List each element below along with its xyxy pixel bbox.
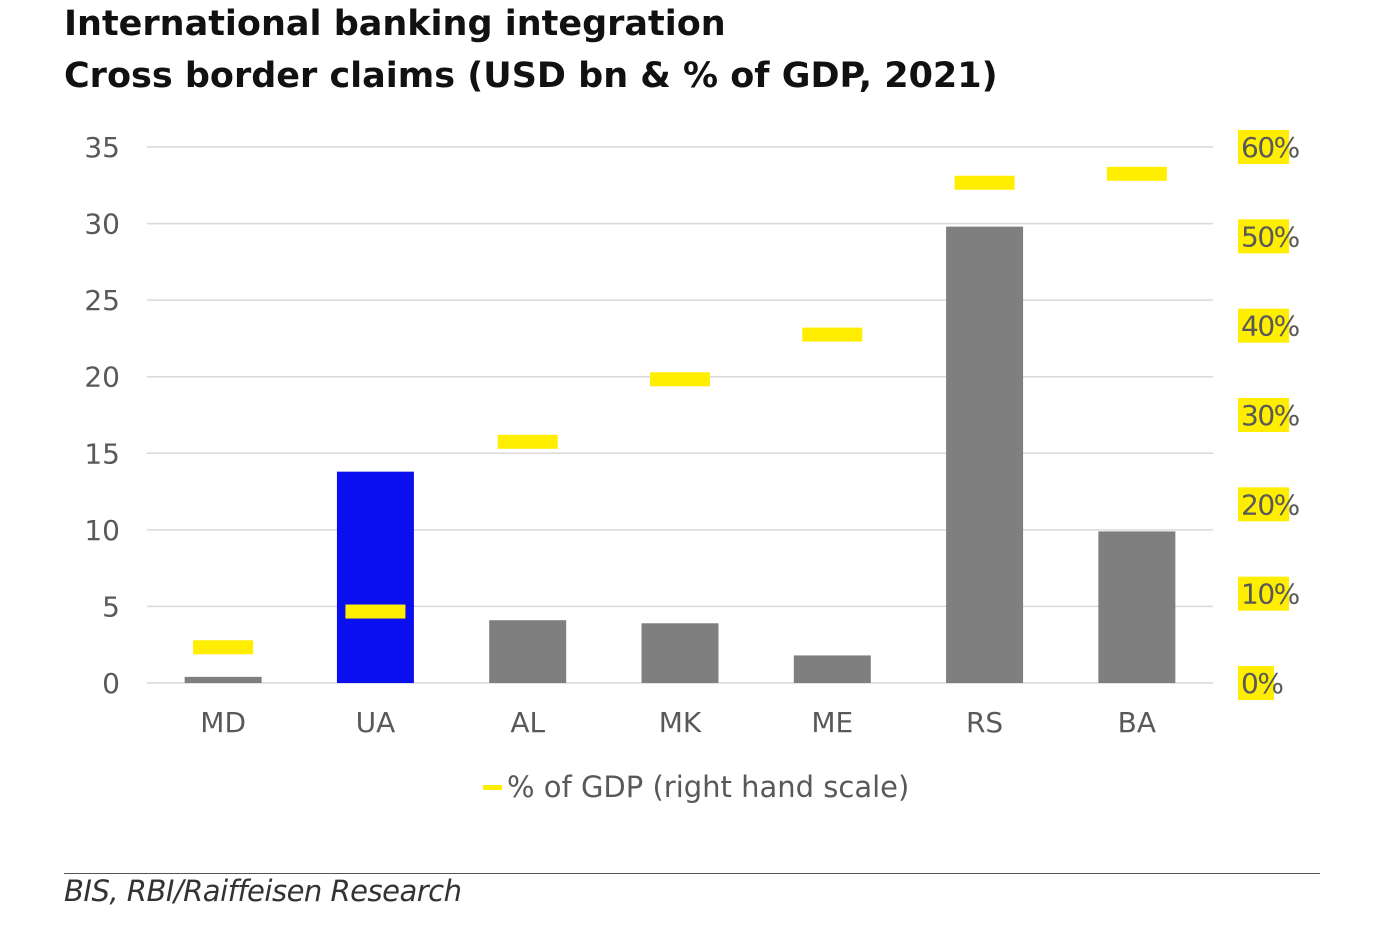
gridlines xyxy=(147,146,1213,684)
chart-subtitle: Cross border claims (USD bn & % of GDP, … xyxy=(64,56,998,96)
chart-title: International banking integration xyxy=(64,4,726,44)
right-tick-label: 20% xyxy=(1241,488,1300,521)
bar-mk xyxy=(641,623,719,683)
source-divider xyxy=(64,873,1320,874)
right-tick-highlight xyxy=(1238,666,1274,700)
x-axis: MD UA AL MK ME RS BA xyxy=(200,706,1156,739)
right-tick-highlight xyxy=(1238,130,1289,164)
left-tick-label: 10 xyxy=(84,514,120,547)
bar-me xyxy=(793,655,871,683)
left-tick-label: 25 xyxy=(84,284,120,317)
left-tick-label: 0 xyxy=(102,667,120,700)
right-tick-highlight xyxy=(1238,398,1289,432)
gdp-marker-al xyxy=(497,434,558,449)
right-tick-highlight xyxy=(1238,576,1289,611)
bar-ba xyxy=(1098,531,1176,683)
category-label: UA xyxy=(356,706,396,739)
right-tick-label: 10% xyxy=(1241,578,1300,611)
category-label: AL xyxy=(510,706,545,739)
category-label: ME xyxy=(811,706,853,739)
category-label: MK xyxy=(659,706,702,739)
left-tick-label: 20 xyxy=(84,361,120,394)
bars xyxy=(184,226,1176,684)
left-tick-label: 35 xyxy=(84,131,120,164)
bar-ua xyxy=(336,471,414,683)
gdp-marker-ua xyxy=(345,604,406,619)
category-label: RS xyxy=(966,706,1003,739)
bar-rs xyxy=(946,226,1024,684)
gdp-marker-md xyxy=(193,640,254,655)
legend-marker-swatch xyxy=(483,785,502,790)
category-label: BA xyxy=(1118,706,1156,739)
legend: % of GDP (right hand scale) xyxy=(483,770,909,804)
gdp-markers xyxy=(193,166,1167,655)
left-tick-label: 15 xyxy=(84,437,120,470)
right-tick-highlight xyxy=(1238,219,1289,254)
bar-al xyxy=(489,620,567,683)
bar-md xyxy=(184,676,262,683)
left-axis: 0 5 10 15 20 25 30 35 xyxy=(84,131,120,700)
right-tick-label: 40% xyxy=(1241,310,1300,343)
right-tick-highlight xyxy=(1238,487,1289,522)
source-note: BIS, RBI/Raiffeisen Research xyxy=(64,874,462,908)
category-label: MD xyxy=(200,706,246,739)
right-tick-label: 30% xyxy=(1241,399,1300,432)
right-tick-label: 0% xyxy=(1241,667,1283,700)
gdp-marker-rs xyxy=(954,175,1015,190)
left-tick-label: 5 xyxy=(102,590,120,623)
gdp-marker-ba xyxy=(1106,166,1167,181)
legend-label: % of GDP (right hand scale) xyxy=(507,770,909,804)
chart: 0 5 10 15 20 25 30 35 0% 10% 20% 30% 40% 50% 60% MD UA… xyxy=(84,130,1301,804)
right-tick-label: 60% xyxy=(1241,131,1300,164)
gdp-marker-me xyxy=(802,327,863,342)
right-tick-highlight xyxy=(1238,308,1289,343)
gdp-marker-mk xyxy=(650,372,710,387)
left-tick-label: 30 xyxy=(84,208,120,241)
right-axis: 0% 10% 20% 30% 40% 50% 60% xyxy=(1238,130,1301,700)
right-tick-label: 50% xyxy=(1241,220,1300,253)
